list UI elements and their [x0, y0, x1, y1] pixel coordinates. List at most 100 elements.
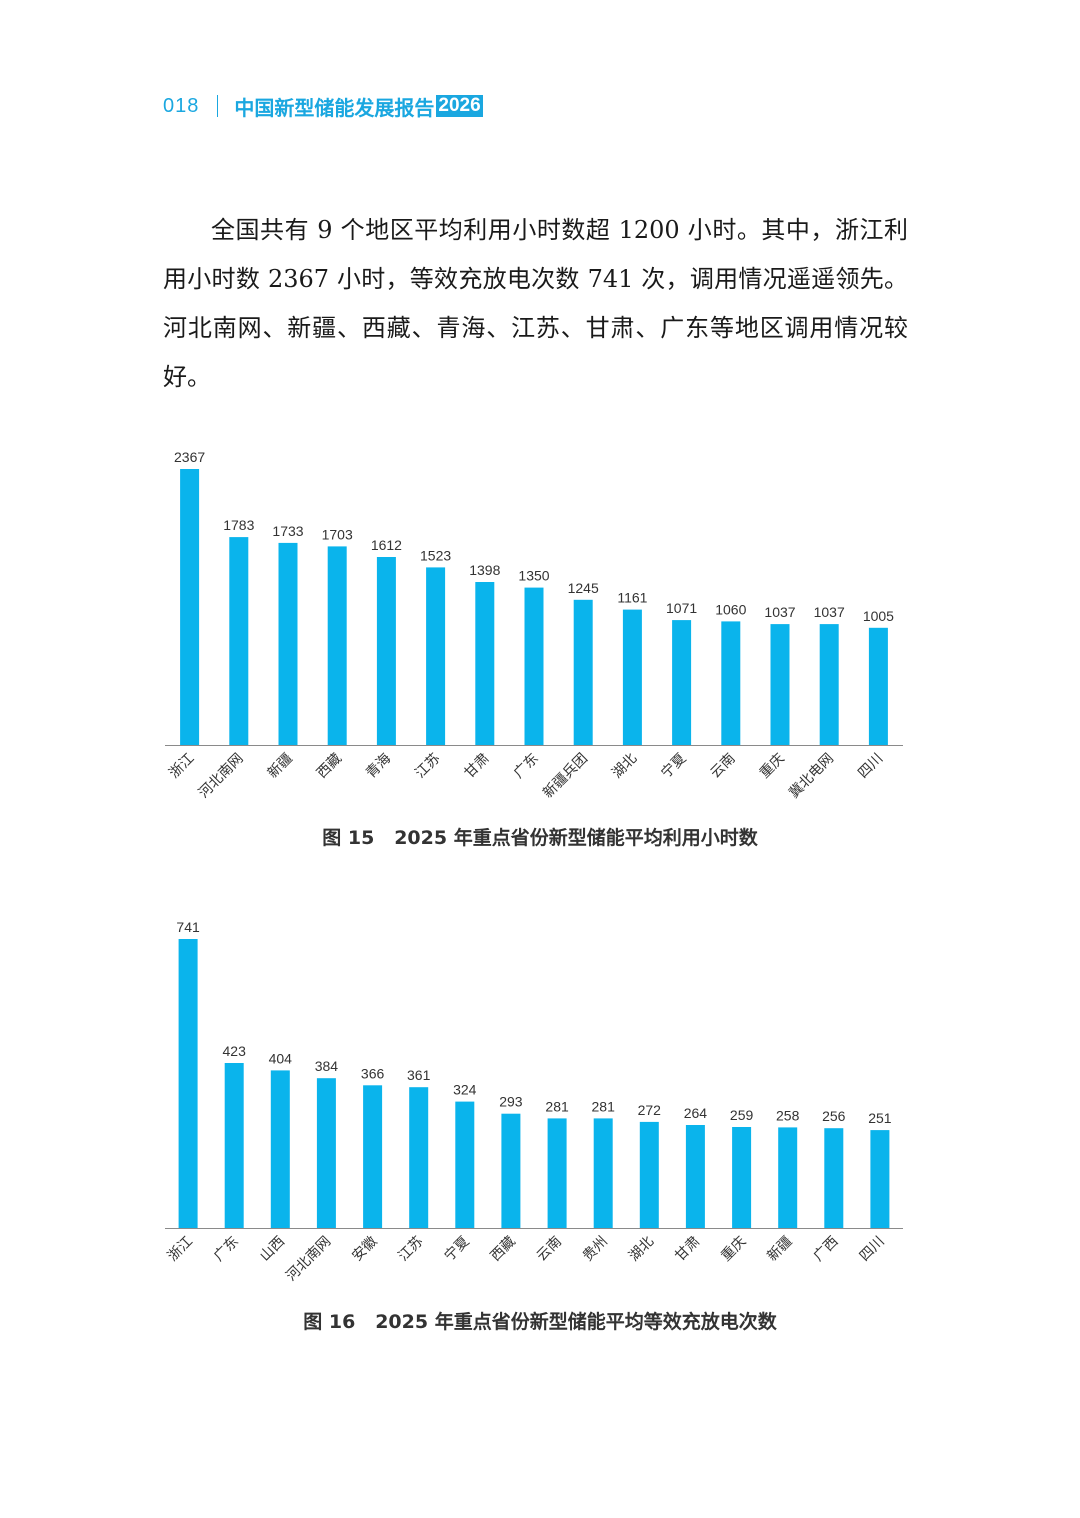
category-label: 广东: [511, 751, 542, 782]
value-label: 384: [315, 1058, 339, 1074]
bar-广西: [824, 1128, 844, 1228]
category-label: 重庆: [757, 751, 788, 782]
category-label: 山西: [257, 1234, 288, 1265]
category-label: 西藏: [488, 1234, 519, 1265]
bar-湖北: [639, 1121, 659, 1228]
category-label: 重庆: [718, 1234, 749, 1265]
value-label: 1005: [863, 608, 894, 624]
bar-西藏: [501, 1113, 521, 1228]
report-title: 中国新型储能发展报告: [234, 95, 435, 120]
category-label: 广西: [811, 1234, 842, 1265]
bar-江苏: [409, 1087, 429, 1228]
bar-云南: [547, 1118, 567, 1228]
figure-16-title: 2025 年重点省份新型储能平均等效充放电次数: [375, 1311, 777, 1333]
value-label: 324: [453, 1082, 477, 1098]
value-label: 1703: [322, 526, 353, 542]
report-year-badge: 2026: [436, 95, 483, 117]
figure-16-caption: 图 16 2025 年重点省份新型储能平均等效充放电次数: [0, 1307, 1080, 1334]
bar-宁夏: [455, 1101, 475, 1228]
value-label: 293: [499, 1094, 523, 1110]
category-label: 云南: [534, 1234, 565, 1265]
page-header: 018 中国新型储能发展报告 2026: [163, 90, 483, 122]
category-label: 江苏: [395, 1234, 426, 1265]
bar-广东: [524, 587, 544, 745]
category-label: 甘肃: [672, 1234, 703, 1265]
bar-宁夏: [672, 620, 692, 745]
category-label: 四川: [855, 751, 886, 782]
category-label: 宁夏: [658, 750, 690, 782]
value-label: 1398: [469, 562, 500, 578]
bar-山西: [270, 1070, 290, 1228]
bar-西藏: [327, 546, 347, 745]
bar-新疆: [278, 542, 298, 745]
bar-四川: [870, 1130, 890, 1228]
category-label: 新疆: [764, 1234, 795, 1265]
category-label: 安徽: [349, 1234, 380, 1265]
category-label: 江苏: [412, 751, 443, 782]
category-label: 河北南网: [283, 1234, 334, 1285]
category-label: 浙江: [165, 1234, 196, 1265]
figure-15-label: 图 15: [322, 827, 375, 849]
category-label: 贵州: [580, 1234, 611, 1265]
bar-青海: [376, 557, 396, 745]
bar-新疆兵团: [573, 599, 593, 745]
value-label: 264: [684, 1105, 708, 1121]
bar-四川: [868, 627, 888, 745]
category-label: 云南: [708, 751, 739, 782]
value-label: 1037: [764, 604, 795, 620]
value-label: 1783: [223, 517, 254, 533]
value-label: 1037: [814, 604, 845, 620]
bar-河北南网: [229, 537, 249, 745]
bar-甘肃: [475, 582, 495, 745]
charge-discharge-cycles-bar-chart: 741 浙江 423 广东 404 山西 384 河北南网 366 安徽 361 江苏 324 宁夏 293…: [165, 919, 903, 1284]
bar-浙江: [180, 469, 200, 745]
value-label: 366: [361, 1065, 385, 1081]
value-label: 258: [776, 1107, 800, 1123]
bar-湖北: [622, 609, 642, 745]
category-label: 湖北: [609, 751, 640, 782]
figure-15-title: 2025 年重点省份新型储能平均利用小时数: [394, 827, 758, 849]
bar-云南: [721, 621, 741, 745]
value-label: 1060: [715, 601, 746, 617]
value-label: 1245: [568, 580, 599, 596]
bar-甘肃: [685, 1125, 705, 1228]
category-label: 西藏: [314, 751, 345, 782]
category-label: 湖北: [626, 1234, 657, 1265]
category-label: 浙江: [166, 751, 197, 782]
value-label: 1523: [420, 547, 451, 563]
value-label: 259: [730, 1107, 754, 1123]
value-label: 1350: [518, 568, 549, 584]
category-label: 广东: [211, 1234, 242, 1265]
value-label: 281: [545, 1098, 569, 1114]
header-divider: [217, 95, 219, 117]
value-label: 1071: [666, 600, 697, 616]
bar-贵州: [593, 1118, 613, 1228]
value-label: 361: [407, 1067, 431, 1083]
value-label: 256: [822, 1108, 846, 1124]
value-label: 404: [269, 1050, 293, 1066]
value-label: 1733: [272, 523, 303, 539]
value-label: 1612: [371, 537, 402, 553]
category-label: 冀北电网: [786, 751, 837, 802]
value-label: 251: [868, 1110, 892, 1126]
bar-河北南网: [316, 1078, 336, 1228]
bar-重庆: [732, 1127, 752, 1228]
category-label: 青海: [363, 751, 394, 782]
category-label: 河北南网: [196, 751, 247, 802]
body-paragraph: 全国共有 9 个地区平均利用小时数超 1200 小时。其中，浙江利用小时数 23…: [163, 216, 908, 391]
page-number: 018: [163, 94, 200, 117]
category-label: 新疆兵团: [540, 751, 591, 802]
utilization-hours-bar-chart: 2367 浙江 1783 河北南网 1733 新疆 1703 西藏 1612 青海 1523 江苏 13…: [165, 449, 903, 802]
category-label: 四川: [857, 1234, 888, 1265]
category-label: 新疆: [265, 751, 296, 782]
category-label: 甘肃: [462, 751, 493, 782]
figure-15-caption: 图 15 2025 年重点省份新型储能平均利用小时数: [0, 823, 1080, 850]
bar-重庆: [770, 624, 790, 745]
bar-冀北电网: [819, 624, 839, 745]
bar-江苏: [426, 567, 446, 745]
category-label: 宁夏: [441, 1233, 473, 1265]
value-label: 2367: [174, 449, 205, 465]
figure-16-label: 图 16: [303, 1311, 356, 1333]
value-label: 272: [638, 1102, 662, 1118]
value-label: 423: [223, 1043, 247, 1059]
